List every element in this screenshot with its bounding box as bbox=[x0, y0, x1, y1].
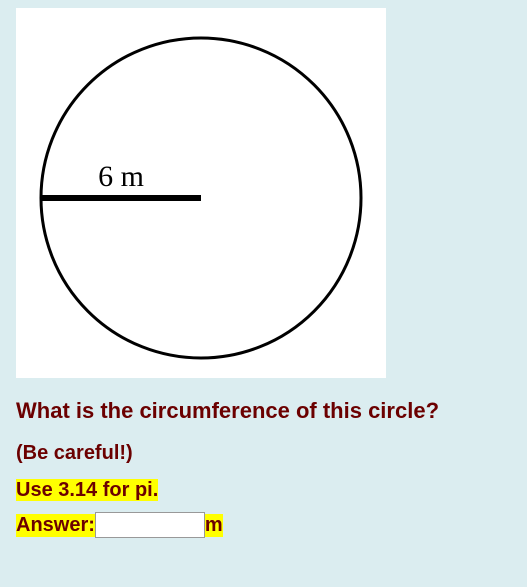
answer-unit: m bbox=[205, 514, 223, 537]
question-text: What is the circumference of this circle… bbox=[16, 398, 511, 424]
radius-label: 6 m bbox=[98, 160, 144, 193]
hint-text: (Be careful!) bbox=[16, 442, 511, 465]
circle-diagram: 6 m bbox=[16, 8, 386, 378]
circle-svg: 6 m bbox=[16, 8, 386, 378]
answer-input[interactable] bbox=[95, 512, 205, 538]
pi-instruction: Use 3.14 for pi. bbox=[16, 479, 158, 501]
answer-label: Answer: bbox=[16, 514, 95, 537]
